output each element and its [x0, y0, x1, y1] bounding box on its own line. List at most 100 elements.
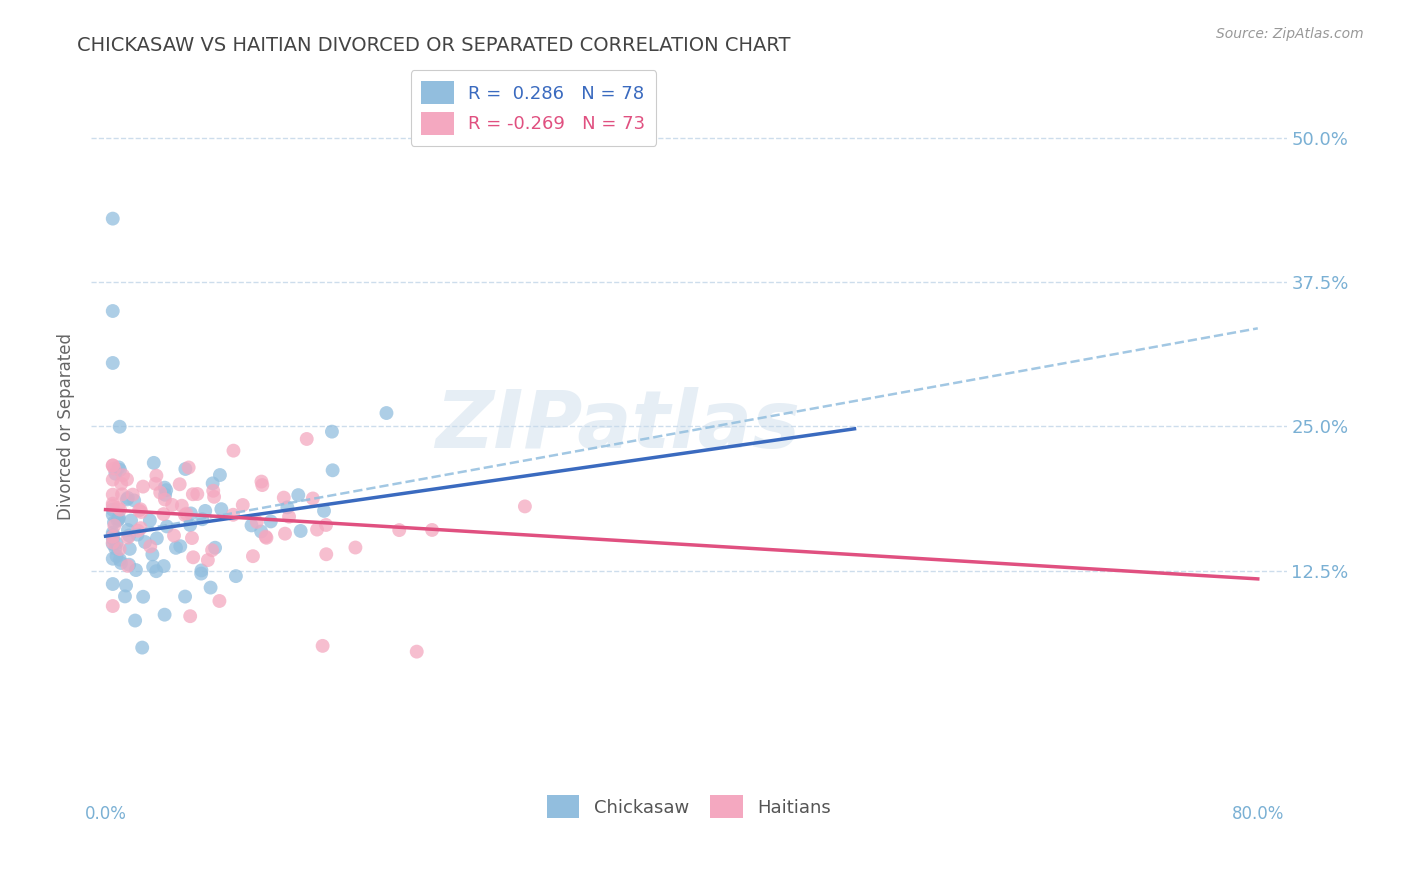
Legend: Chickasaw, Haitians: Chickasaw, Haitians	[540, 788, 838, 825]
Text: Source: ZipAtlas.com: Source: ZipAtlas.com	[1216, 27, 1364, 41]
Point	[290, 524, 312, 538]
Point	[250, 475, 273, 489]
Point	[101, 530, 124, 544]
Point	[139, 513, 162, 527]
Point	[322, 463, 344, 477]
Point	[152, 507, 174, 521]
Point	[105, 536, 128, 550]
Point	[204, 541, 226, 555]
Point	[278, 509, 301, 524]
Point	[200, 581, 222, 595]
Point	[139, 539, 162, 553]
Point	[121, 488, 143, 502]
Point	[160, 498, 183, 512]
Point	[388, 523, 411, 537]
Point	[131, 640, 153, 655]
Point	[315, 518, 337, 533]
Point	[163, 528, 186, 542]
Point	[153, 607, 176, 622]
Point	[176, 507, 198, 521]
Point	[101, 537, 124, 551]
Point	[127, 527, 149, 541]
Point	[110, 476, 132, 491]
Point	[145, 564, 167, 578]
Point	[111, 468, 134, 483]
Point	[115, 578, 138, 592]
Point	[117, 558, 139, 573]
Point	[191, 512, 214, 526]
Point	[115, 492, 138, 507]
Point	[132, 480, 155, 494]
Point	[155, 483, 177, 498]
Point	[142, 456, 165, 470]
Point	[273, 491, 295, 505]
Point	[104, 541, 127, 556]
Point	[101, 304, 124, 318]
Point	[101, 551, 124, 566]
Point	[103, 518, 125, 533]
Point	[101, 599, 124, 613]
Point	[141, 548, 163, 562]
Point	[107, 500, 129, 515]
Point	[118, 528, 141, 542]
Point	[179, 518, 201, 533]
Point	[149, 485, 172, 500]
Point	[101, 497, 124, 511]
Point	[107, 510, 129, 524]
Point	[101, 525, 124, 540]
Y-axis label: Divorced or Separated: Divorced or Separated	[58, 333, 75, 520]
Point	[153, 488, 176, 502]
Point	[145, 476, 167, 491]
Point	[108, 463, 131, 477]
Point	[124, 614, 146, 628]
Point	[107, 512, 129, 526]
Point	[101, 499, 124, 513]
Point	[107, 460, 129, 475]
Point	[129, 521, 152, 535]
Point	[169, 477, 191, 491]
Point	[201, 476, 224, 491]
Point	[153, 492, 176, 507]
Point	[145, 468, 167, 483]
Point	[101, 508, 124, 522]
Point	[181, 531, 204, 545]
Point	[153, 481, 176, 495]
Point	[134, 535, 156, 549]
Point	[250, 524, 273, 539]
Point	[110, 556, 132, 570]
Point	[129, 505, 152, 519]
Point	[254, 530, 277, 544]
Point	[174, 462, 197, 476]
Point	[405, 645, 427, 659]
Point	[208, 594, 231, 608]
Point	[170, 499, 193, 513]
Point	[302, 491, 325, 506]
Point	[117, 531, 139, 545]
Point	[111, 487, 134, 501]
Text: CHICKASAW VS HAITIAN DIVORCED OR SEPARATED CORRELATION CHART: CHICKASAW VS HAITIAN DIVORCED OR SEPARAT…	[77, 36, 790, 54]
Point	[232, 498, 254, 512]
Point	[256, 531, 278, 545]
Point	[125, 563, 148, 577]
Point	[117, 491, 139, 505]
Point	[287, 488, 309, 502]
Text: ZIPatlas: ZIPatlas	[434, 387, 800, 466]
Point	[101, 356, 124, 370]
Point	[179, 609, 201, 624]
Point	[240, 518, 263, 533]
Point	[225, 569, 247, 583]
Point	[311, 639, 333, 653]
Point	[101, 211, 124, 226]
Point	[114, 590, 136, 604]
Point	[242, 549, 264, 564]
Point	[312, 504, 335, 518]
Point	[344, 541, 367, 555]
Point	[101, 488, 124, 502]
Point	[513, 500, 536, 514]
Point	[107, 514, 129, 528]
Point	[174, 590, 197, 604]
Point	[101, 458, 124, 473]
Point	[202, 483, 225, 498]
Point	[127, 524, 149, 538]
Point	[156, 519, 179, 533]
